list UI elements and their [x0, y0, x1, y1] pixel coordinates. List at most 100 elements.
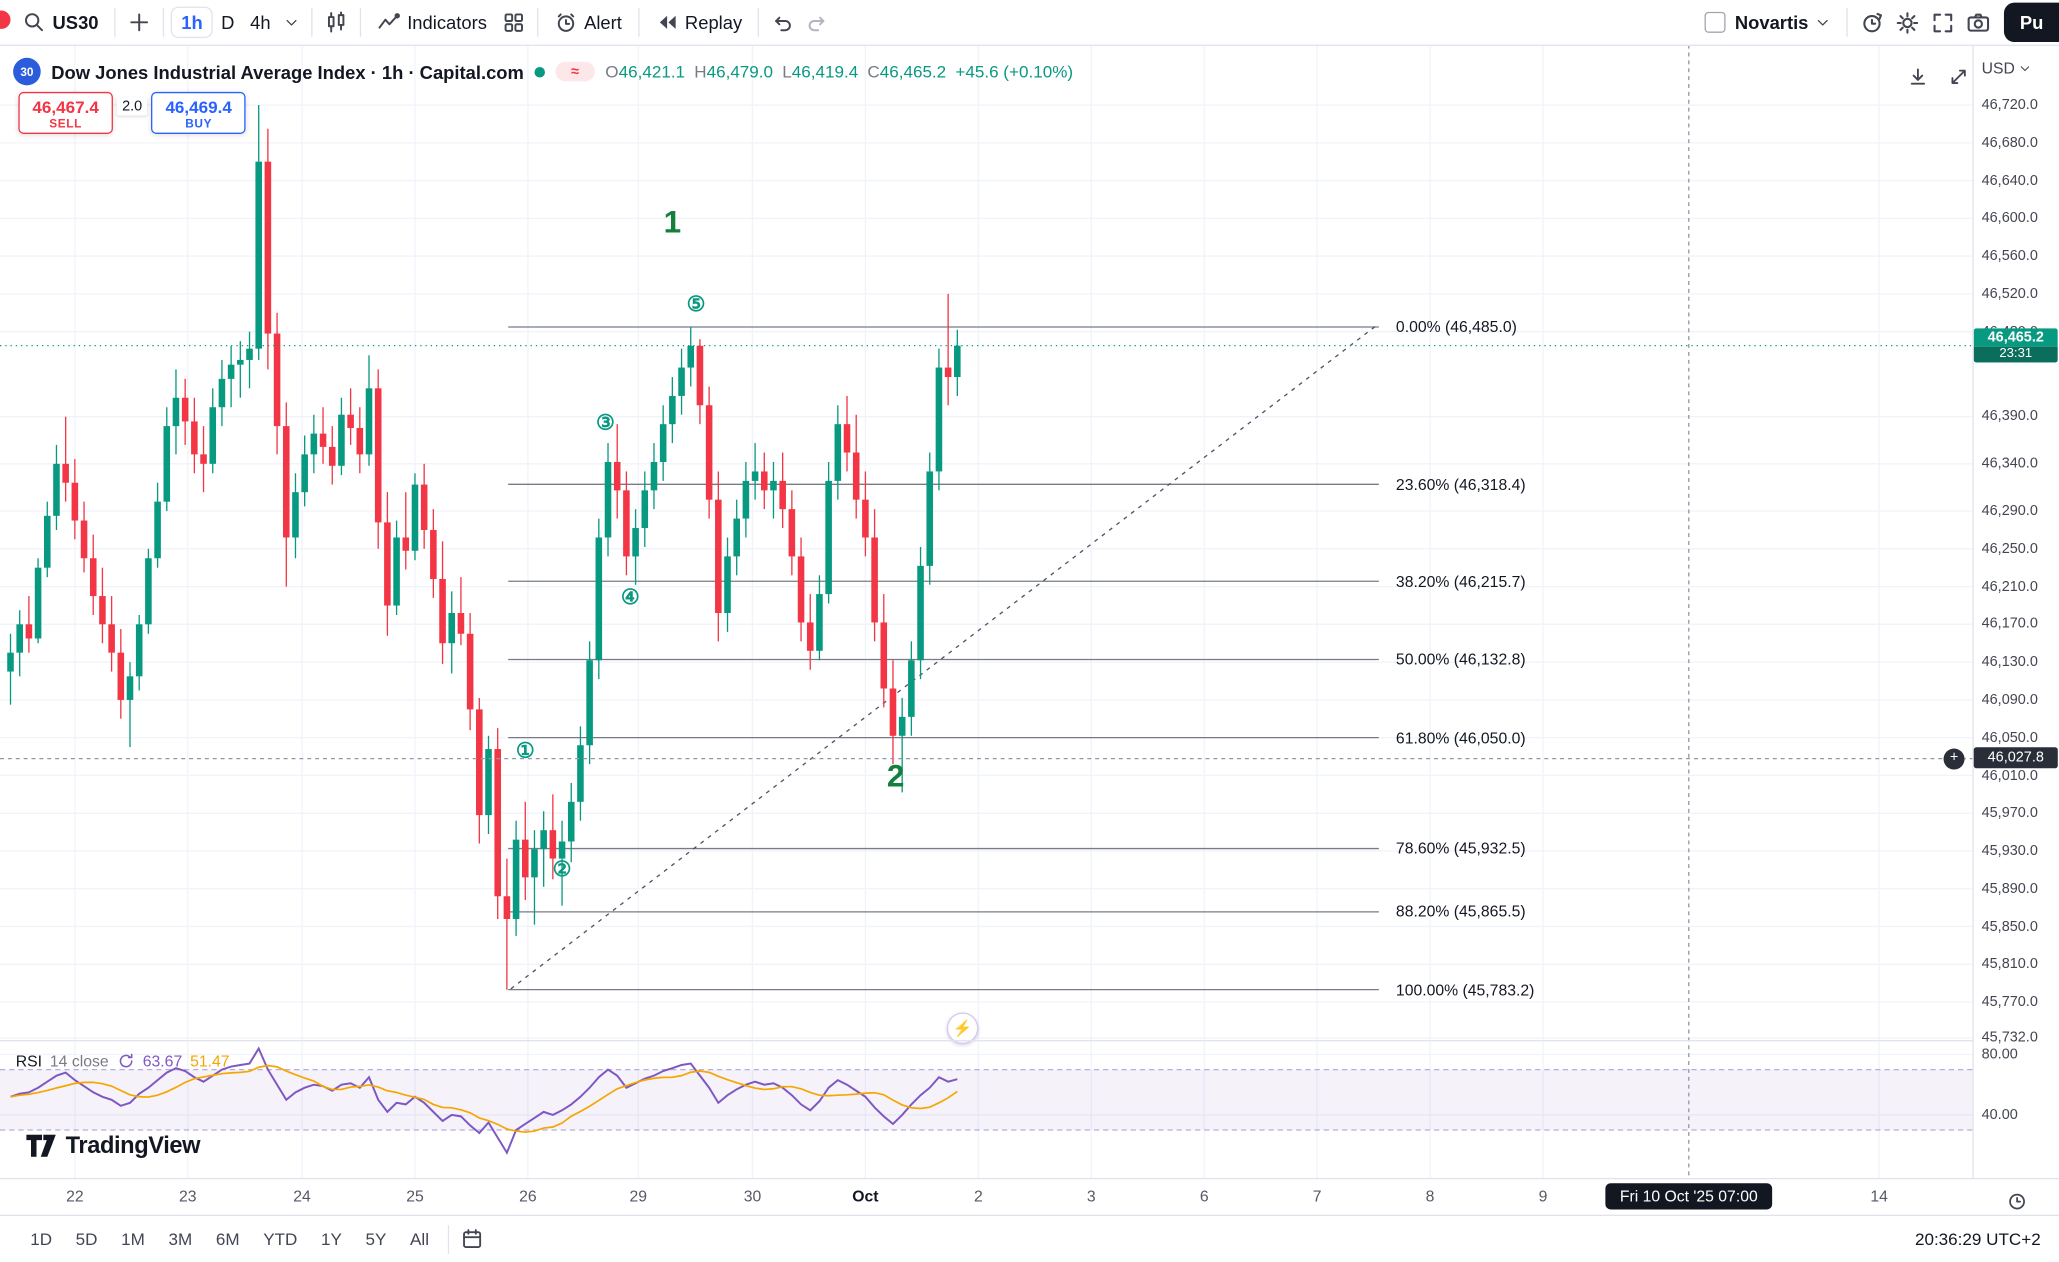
price-scale-label: 45,810.0: [1981, 956, 2038, 973]
fib-level-label: 78.60% (45,932.5): [1395, 839, 1526, 858]
settings-button[interactable]: [1890, 5, 1925, 40]
symbol-logo: 30: [13, 57, 41, 86]
range-button-1y[interactable]: 1Y: [320, 1229, 342, 1249]
maximize-icon: [1951, 69, 1966, 84]
arrow-down-icon: [1910, 68, 1926, 85]
rsi-legend[interactable]: RSI 14 close 63.67 51.47: [16, 1052, 230, 1070]
currency-label: USD: [1981, 59, 2015, 78]
clock-arrow-icon: [1863, 12, 1883, 32]
range-button-all[interactable]: All: [410, 1229, 430, 1249]
last-price-badge: 46,465.2 23:31: [1973, 328, 2058, 363]
interval-menu-button[interactable]: [279, 9, 305, 35]
undo-button[interactable]: [766, 5, 800, 39]
interval-button-d[interactable]: D: [221, 11, 235, 33]
replay-label: Replay: [684, 11, 743, 33]
fullscreen-icon: [1933, 12, 1953, 32]
range-button-6m[interactable]: 6M: [215, 1229, 240, 1249]
range-buttons: 1D 5D 1M 3M 6M YTD 1Y 5Y All: [18, 1224, 440, 1254]
divider: [536, 7, 539, 37]
alarm-clock-icon: [557, 13, 574, 32]
chart-title[interactable]: Dow Jones Industrial Average Index · 1h …: [51, 61, 524, 83]
fib-level-label: 23.60% (46,318.4): [1395, 475, 1526, 494]
buy-button[interactable]: 46,469.4 BUY: [151, 91, 246, 134]
go-to-date-button[interactable]: [455, 1223, 488, 1256]
time-axis-label: Oct: [852, 1187, 879, 1206]
watchlist-symbol-button[interactable]: Novartis: [1726, 7, 1840, 39]
price-scale[interactable]: USD: [1972, 44, 2059, 1178]
chart-type-button[interactable]: [319, 5, 353, 39]
go-to-date-axis-button[interactable]: [2001, 1186, 2033, 1218]
price-scale-label: 46,680.0: [1981, 134, 2038, 151]
candlestick-icon: [328, 11, 345, 33]
elliott-wave-label: ①: [515, 740, 535, 763]
watchlist-symbol-label: Novartis: [1734, 11, 1809, 33]
elliott-wave-label: ②: [552, 858, 572, 882]
price-scale-label: 46,720.0: [1981, 97, 2038, 113]
range-button-1m[interactable]: 1M: [121, 1229, 145, 1249]
range-button-5d[interactable]: 5D: [75, 1229, 98, 1249]
undo-arrow-icon: [775, 16, 792, 32]
rsi-scale-label: 80.00: [1981, 1046, 2018, 1063]
publish-button[interactable]: Pu: [2004, 2, 2059, 43]
range-button-5y[interactable]: 5Y: [365, 1229, 387, 1249]
fullscreen-button[interactable]: [1925, 5, 1960, 40]
maximize-pane-button[interactable]: [1942, 60, 1975, 93]
tradingview-logo[interactable]: TradingView: [26, 1132, 201, 1160]
price-scale-label: 46,010.0: [1981, 767, 2038, 784]
replay-button[interactable]: Replay: [646, 5, 752, 39]
price-scale-label: 45,732.0: [1981, 1030, 2038, 1046]
last-price-value: 46,465.2: [1973, 328, 2058, 347]
price-scale-label: 46,130.0: [1981, 654, 2038, 670]
currency-selector[interactable]: USD: [1982, 59, 2032, 77]
alert-button[interactable]: Alert: [545, 5, 631, 39]
screenshot-button[interactable]: [1961, 5, 1996, 40]
calendar-icon: [462, 1229, 481, 1248]
time-axis[interactable]: 22 23 24 25 26 29 30 Oct 2 3 6 7 8 9 14 Fri 10 Oct '25…: [0, 1177, 2059, 1218]
price-scale-label: 45,770.0: [1981, 994, 2038, 1010]
session-clock[interactable]: 20:36:29 UTC+2: [1914, 1229, 2041, 1249]
rsi-ma-value: 51.47: [190, 1051, 230, 1071]
redo-arrow-icon: [808, 16, 825, 32]
change-value: +45.6 (+0.10%): [955, 61, 1074, 82]
range-button-1d[interactable]: 1D: [30, 1229, 53, 1249]
rsi-title: RSI: [15, 1051, 43, 1071]
price-scale-label: 46,640.0: [1981, 172, 2038, 189]
time-axis-label: 29: [629, 1187, 647, 1206]
symbol-search-button[interactable]: US30: [13, 5, 108, 39]
indicators-button[interactable]: Indicators: [368, 5, 496, 39]
fib-level-label: 50.00% (46,132.8): [1395, 650, 1526, 669]
sell-button[interactable]: 46,467.4 SELL: [18, 91, 113, 134]
price-scale-label: 45,890.0: [1981, 880, 2038, 897]
interval-button-1h[interactable]: 1h: [170, 6, 214, 39]
rsi-params: 14 close: [49, 1051, 109, 1071]
crosshair-date-tooltip: Fri 10 Oct '25 07:00: [1605, 1183, 1773, 1210]
chevron-down-icon: [1817, 19, 1828, 26]
range-button-ytd[interactable]: YTD: [263, 1229, 298, 1249]
indicators-icon: [378, 13, 401, 29]
fib-level-label: 100.00% (45,783.2): [1395, 980, 1535, 999]
flash-boost-icon[interactable]: ⚡: [946, 1012, 979, 1044]
interval-button-4h[interactable]: 4h: [250, 11, 271, 33]
trade-panel: 46,467.4 SELL 2.0 46,469.4 BUY: [18, 91, 246, 134]
price-scale-label: 46,600.0: [1981, 210, 2038, 227]
redo-button[interactable]: [800, 5, 834, 39]
high-value: 46,479.0: [706, 61, 774, 82]
add-alert-button[interactable]: +: [1943, 748, 1965, 770]
time-axis-label: 9: [1538, 1187, 1548, 1206]
watchlist-checkbox[interactable]: [1704, 11, 1726, 33]
compare-add-button[interactable]: [122, 5, 156, 39]
scale-reset-button[interactable]: [1902, 60, 1935, 93]
layout-templates-button[interactable]: [496, 5, 530, 39]
time-axis-label: 14: [1870, 1187, 1888, 1206]
search-icon: [25, 13, 44, 32]
price-scale-label: 46,050.0: [1981, 729, 2038, 746]
range-button-3m[interactable]: 3M: [168, 1229, 193, 1249]
tradingview-glyph-icon: [26, 1134, 56, 1157]
alerts-manager-button[interactable]: [1854, 5, 1889, 40]
low-label: L: [782, 61, 792, 82]
pane-divider[interactable]: [0, 1040, 2059, 1042]
time-axis-label: 7: [1312, 1187, 1322, 1206]
time-axis-label: 6: [1199, 1187, 1209, 1206]
